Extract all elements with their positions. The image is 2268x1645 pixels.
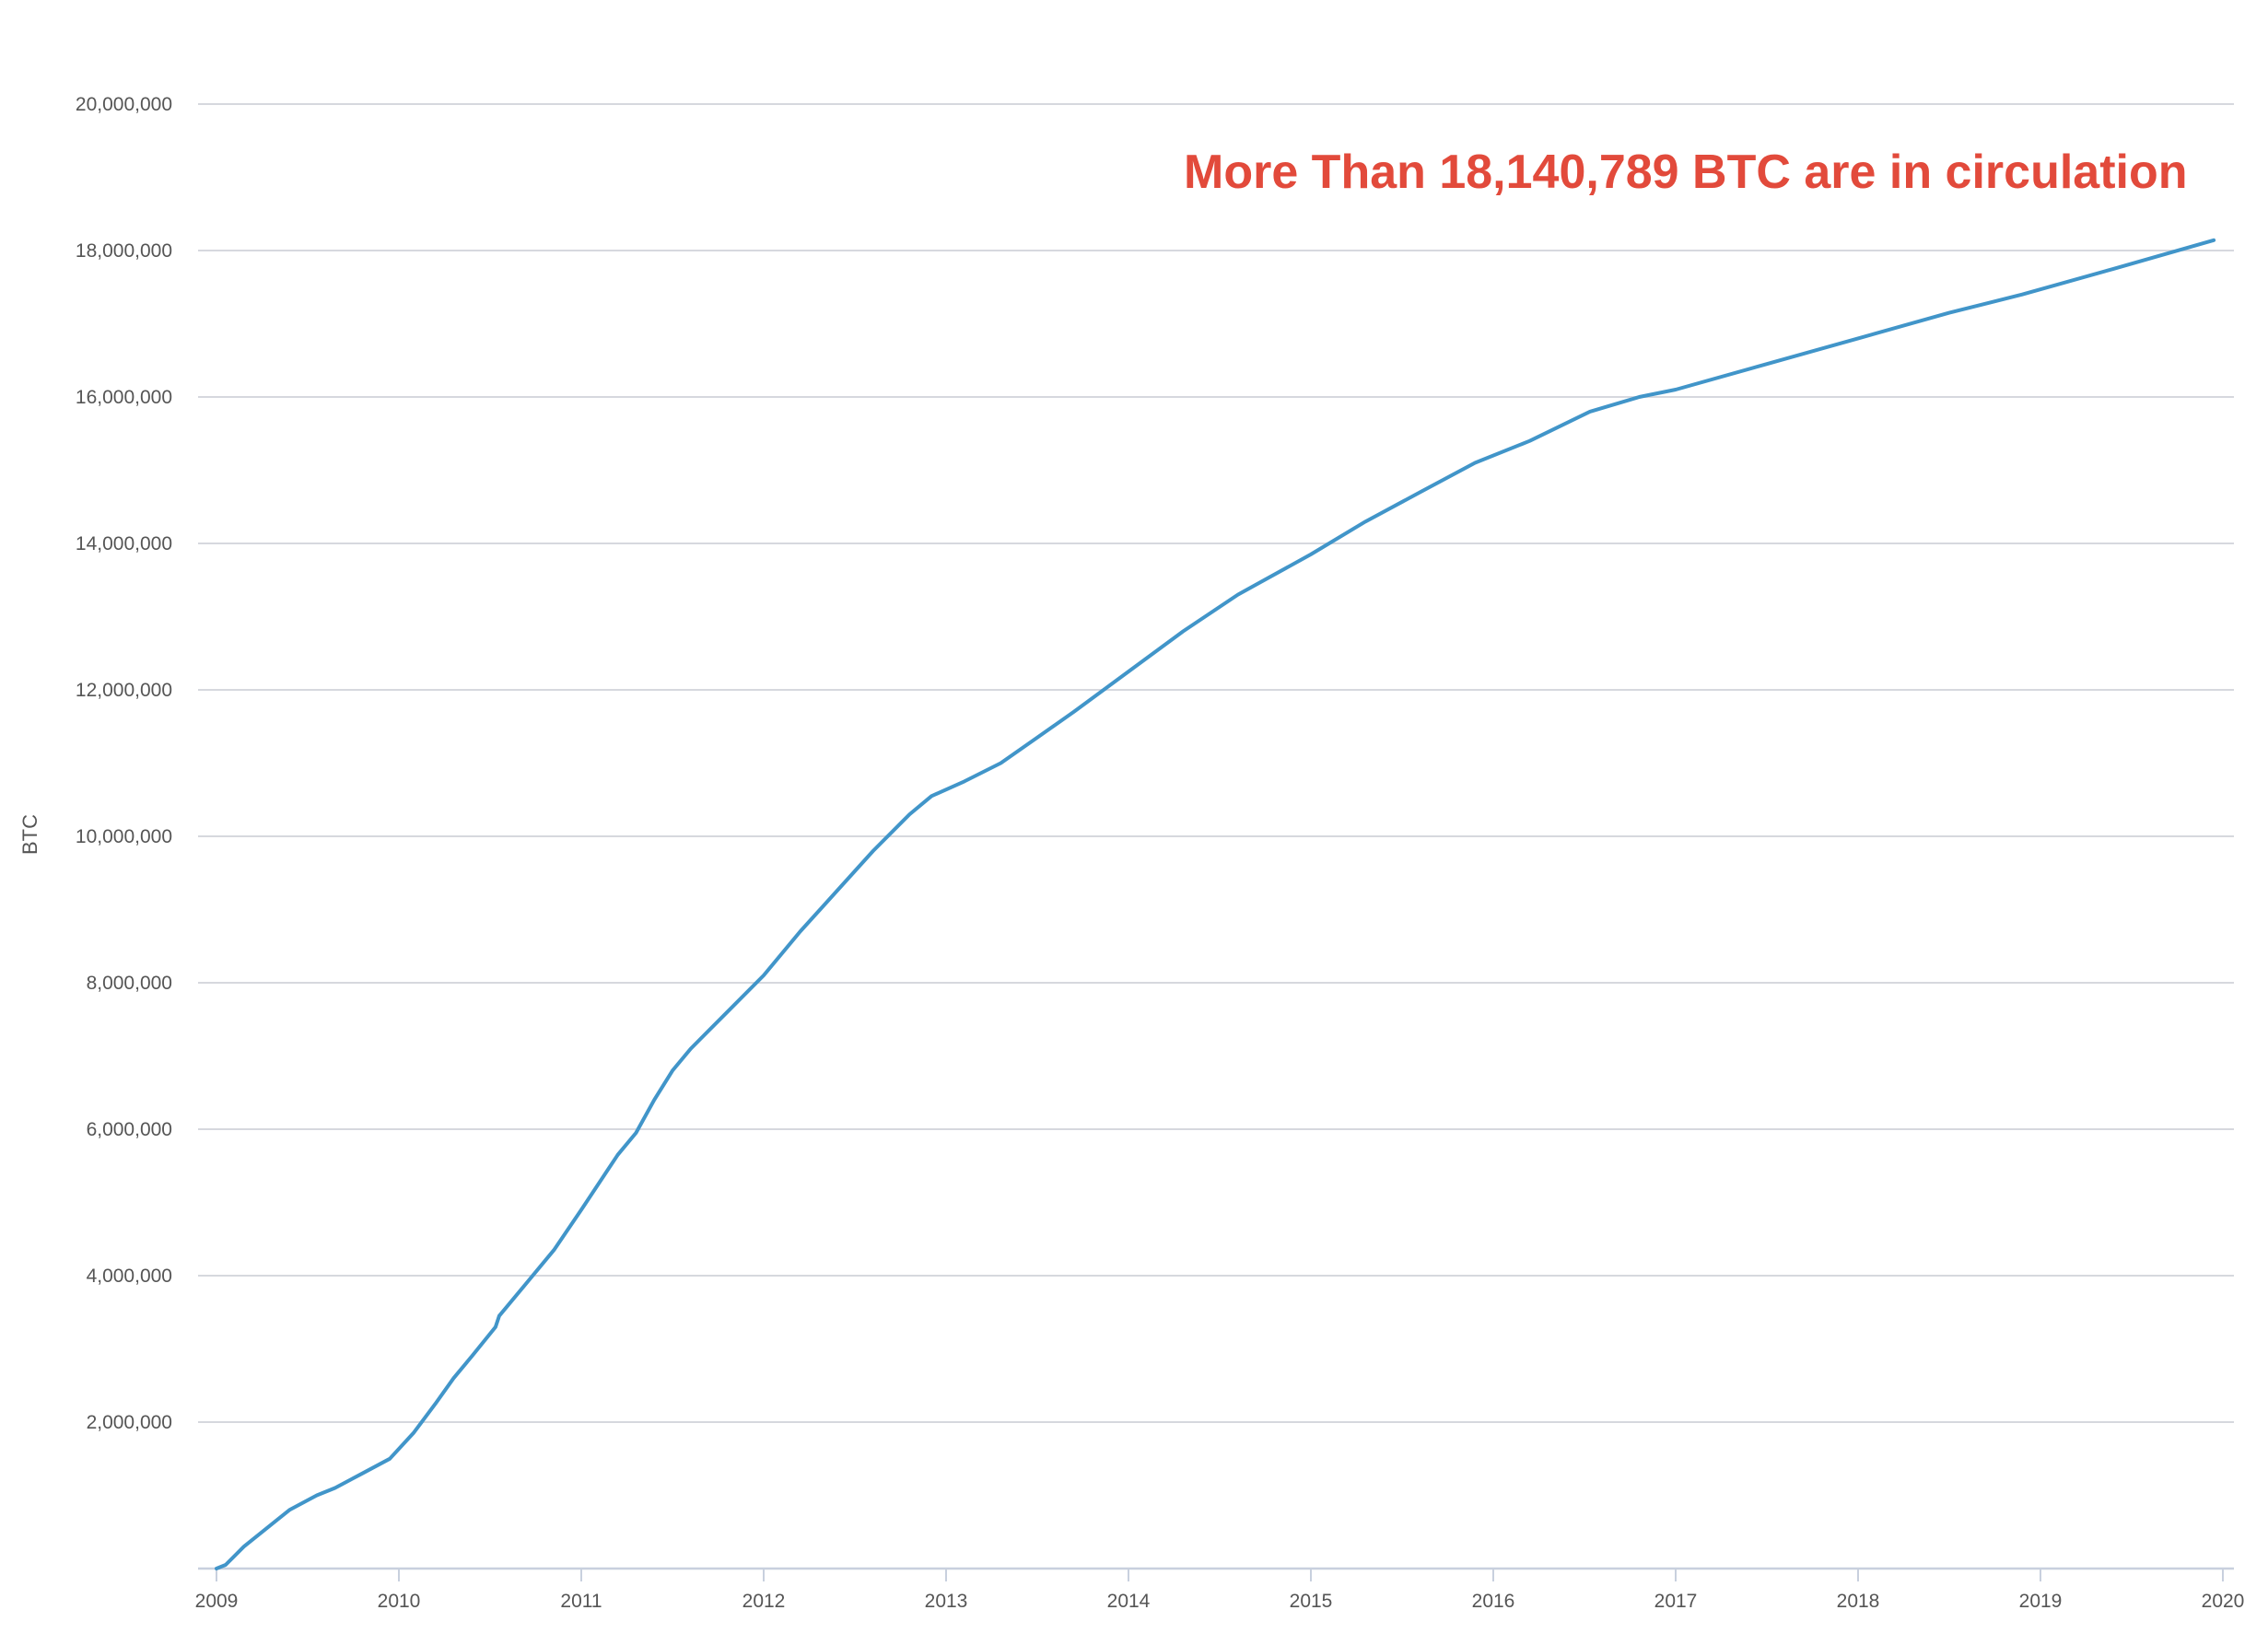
- x-tick-label: 2012: [742, 1591, 786, 1612]
- y-axis-title: BTC: [18, 814, 41, 855]
- circulation-annotation: More Than 18,140,789 BTC are in circulat…: [1184, 146, 2188, 199]
- y-tick-label: 4,000,000: [87, 1266, 172, 1287]
- x-axis-ticks: 2009 2010 2011 2012 2013 2014 2015 2016 2017 2018…: [195, 1569, 2245, 1612]
- x-tick-label: 2020: [2202, 1591, 2245, 1612]
- x-tick-label: 2016: [1472, 1591, 1515, 1612]
- x-tick-label: 2017: [1654, 1591, 1698, 1612]
- y-tick-label: 12,000,000: [76, 680, 172, 701]
- y-tick-label: 18,000,000: [76, 240, 172, 262]
- series-layer: [215, 238, 2216, 1570]
- x-tick-label: 2010: [378, 1591, 421, 1612]
- grid-layer: [198, 103, 2234, 1570]
- series-line-circulating-btc: [215, 238, 2216, 1570]
- y-tick-label: 10,000,000: [76, 826, 172, 847]
- x-tick-label: 2018: [1837, 1591, 1880, 1612]
- y-axis-ticks: 2,000,000 4,000,000 6,000,000 8,000,000 10,0…: [76, 94, 172, 1433]
- x-tick-label: 2009: [195, 1591, 239, 1612]
- y-tick-label: 16,000,000: [76, 387, 172, 408]
- x-tick-label: 2011: [560, 1591, 602, 1612]
- x-tick-label: 2019: [2019, 1591, 2063, 1612]
- y-tick-label: 6,000,000: [87, 1119, 172, 1140]
- y-tick-label: 8,000,000: [87, 973, 172, 994]
- x-tick-label: 2013: [925, 1591, 968, 1612]
- y-tick-label: 20,000,000: [76, 94, 172, 115]
- y-tick-label: 14,000,000: [76, 533, 172, 554]
- y-tick-label: 2,000,000: [87, 1412, 172, 1433]
- x-tick-label: 2014: [1107, 1591, 1151, 1612]
- x-tick-label: 2015: [1290, 1591, 1333, 1612]
